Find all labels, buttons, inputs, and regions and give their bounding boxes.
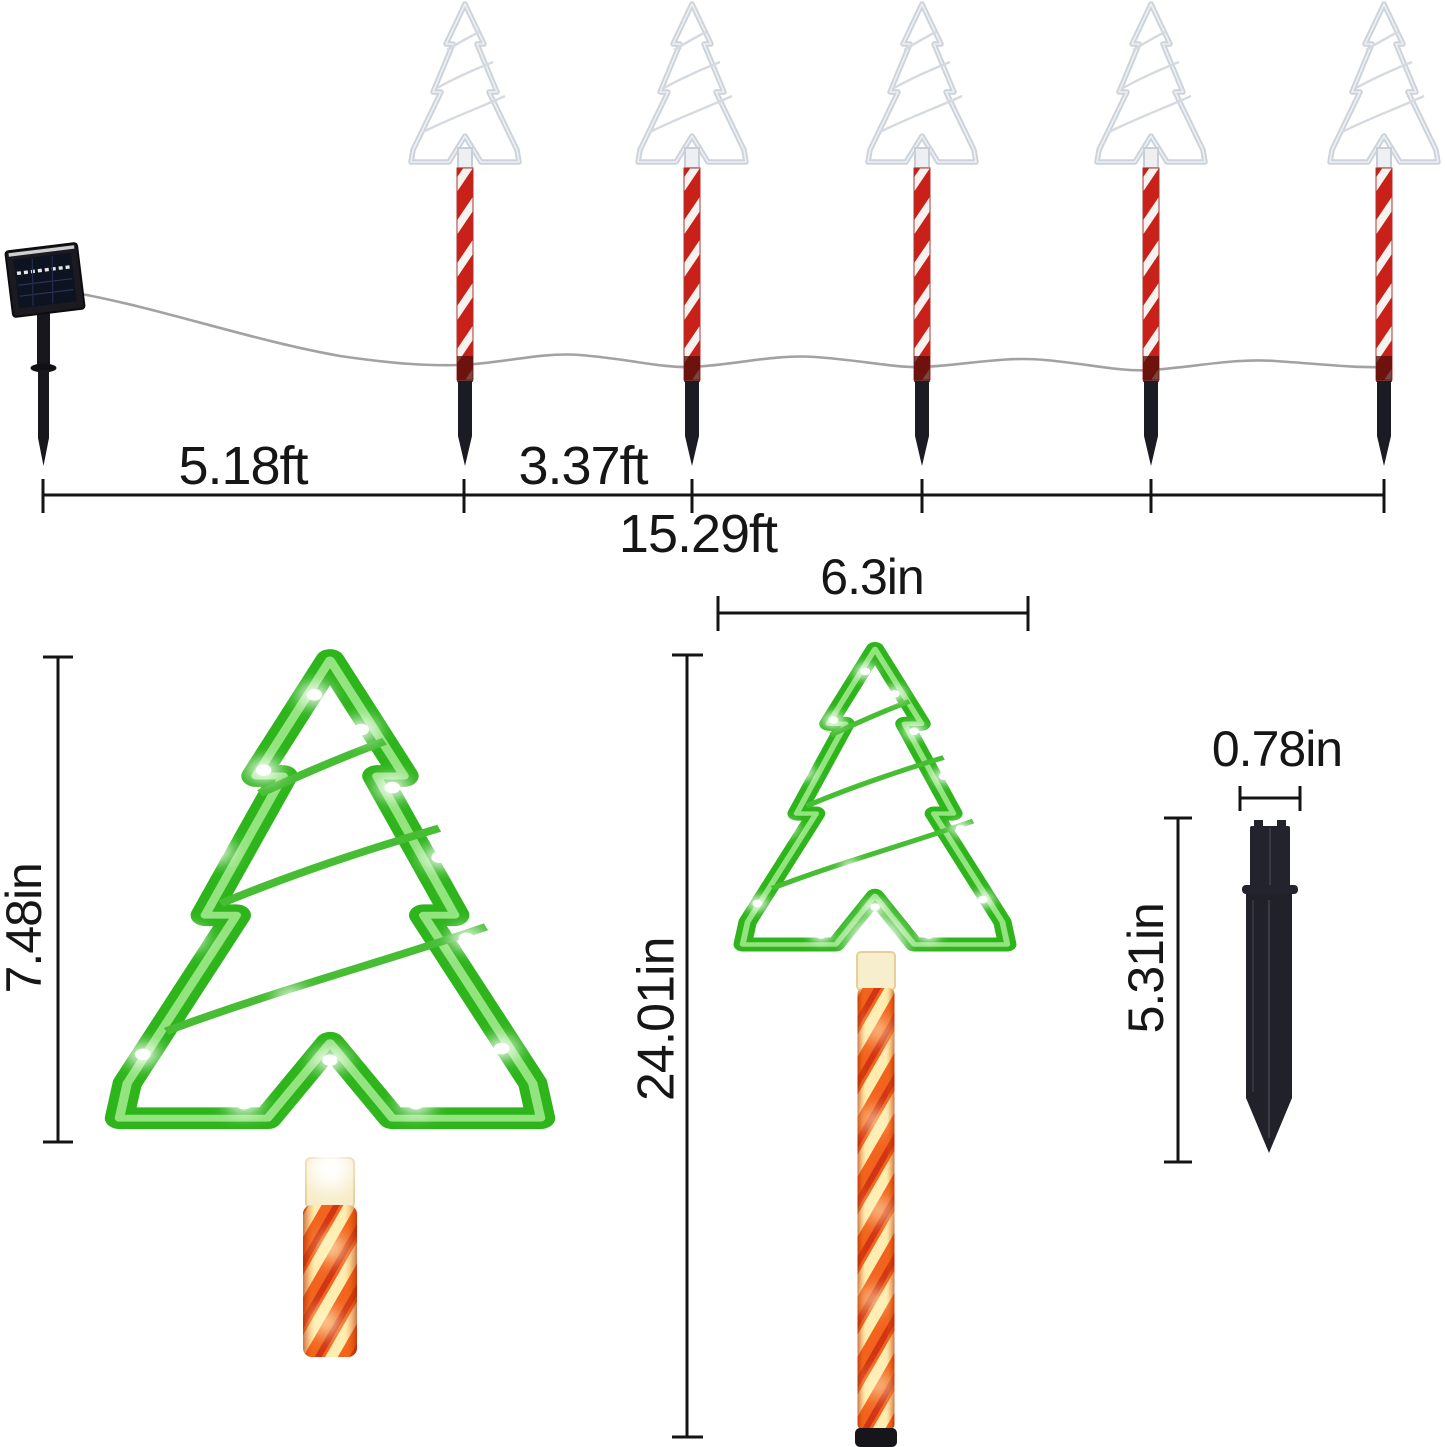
label-between-stakes: 3.37ft: [518, 436, 648, 496]
label-solar-to-first-stake: 5.18ft: [178, 436, 308, 496]
label-ground-stake-height: 5.31in: [1117, 903, 1174, 1034]
label-overall-stake-height: 24.01in: [627, 937, 686, 1102]
solar-panel-icon: [4, 242, 86, 466]
tree-stake-row: [411, 4, 1438, 466]
wire: [75, 291, 1385, 372]
overall-height-measure: [672, 653, 703, 1439]
tree-width-measure: [716, 596, 1030, 631]
tree-stake-icon: [638, 4, 746, 466]
label-tree-width: 6.3in: [820, 549, 924, 605]
label-total-length: 15.29ft: [618, 504, 778, 564]
tree-stake-icon: [1330, 4, 1438, 466]
green-tree-stake-icon: [743, 649, 1008, 1447]
tree-stake-icon: [1097, 4, 1205, 466]
spike-height-measure: [1164, 816, 1192, 1164]
dimension-lines: [41, 479, 1386, 1439]
tree-stake-icon: [868, 4, 976, 466]
label-tree-height: 7.48in: [0, 863, 52, 994]
spike-width-measure: [1238, 786, 1302, 811]
label-ground-stake-width: 0.78in: [1211, 721, 1343, 777]
green-tree-large-icon: [119, 660, 540, 1357]
ground-stake-icon: [1242, 820, 1298, 1153]
ground-spacing-measure: [41, 479, 1386, 513]
tree-height-measure: [43, 655, 73, 1144]
tree-stake-icon: [411, 4, 519, 466]
